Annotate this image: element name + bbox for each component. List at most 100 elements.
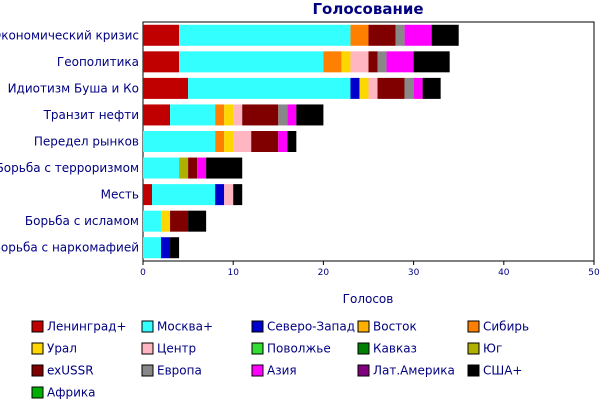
legend-swatch [357, 364, 370, 377]
legend-swatch [31, 342, 44, 355]
bar-segment-1-10 [368, 51, 378, 73]
bar-segment-6-0 [143, 184, 153, 206]
bar-segment-8-2 [161, 237, 171, 259]
x-tick-label: 20 [318, 268, 330, 278]
legend-swatch [467, 342, 480, 355]
bar-segment-5-12 [197, 157, 207, 179]
legend-swatch [251, 320, 264, 333]
bar-segment-8-1 [143, 237, 162, 259]
bar-segment-4-6 [233, 131, 252, 152]
bar-segment-2-12 [413, 77, 423, 99]
bar-segment-1-5 [341, 51, 351, 73]
bar-segment-4-12 [278, 131, 288, 152]
x-tick-label: 10 [227, 268, 239, 278]
bar-segment-1-0 [143, 51, 180, 73]
bar-segment-2-11 [404, 77, 414, 99]
legend-label: Урал [47, 342, 77, 356]
bar-segment-1-12 [386, 51, 414, 73]
x-axis-label: Голосов [343, 292, 394, 306]
category-label: Передел рынков [34, 135, 139, 149]
bar-segment-3-5 [224, 104, 234, 126]
bar-segment-2-2 [350, 77, 360, 99]
bar-segment-0-11 [395, 24, 405, 46]
legend-swatch [251, 342, 264, 355]
bar-segment-4-14 [287, 131, 297, 152]
bar-segment-6-1 [152, 184, 216, 206]
legend-label: Поволжье [267, 342, 331, 356]
x-tick-label: 0 [140, 268, 146, 278]
legend-swatch [31, 320, 44, 333]
bar-segment-0-4 [350, 24, 369, 46]
bar-segment-1-14 [413, 51, 450, 73]
bar-segment-2-5 [359, 77, 369, 99]
bar-segment-1-11 [377, 51, 387, 73]
category-label: Транзит нефти [43, 108, 139, 122]
bar-segment-2-1 [188, 77, 351, 99]
bar-segment-0-0 [143, 24, 180, 46]
x-tick-label: 40 [498, 268, 510, 278]
legend: Ленинград+ Москва+ Северо-Запад Восток Сибир… [31, 320, 529, 400]
bar-segment-3-10 [242, 104, 279, 126]
legend-label: Москва+ [157, 320, 213, 334]
legend-swatch [467, 364, 480, 377]
legend-swatch [141, 342, 154, 355]
bar-segment-3-6 [233, 104, 243, 126]
legend-label: Юг [483, 342, 502, 356]
legend-swatch [467, 320, 480, 333]
legend-label: Центр [157, 342, 196, 356]
legend-swatch [357, 342, 370, 355]
legend-label: Азия [267, 364, 297, 378]
category-label: Борьба с исламом [25, 214, 139, 228]
category-label: Идиотизм Буша и Ко [8, 81, 139, 95]
legend-label: Сибирь [483, 320, 529, 334]
bar-segment-6-6 [224, 184, 234, 206]
bar-segment-4-1 [143, 131, 216, 152]
legend-label: Кавказ [373, 342, 417, 356]
bar-segment-2-10 [377, 77, 405, 99]
bar-segment-7-10 [170, 210, 189, 232]
legend-swatch [141, 364, 154, 377]
bar-segment-1-6 [350, 51, 369, 73]
category-label: Геополитика [57, 55, 139, 69]
bar-segment-7-1 [143, 210, 162, 232]
bar-segment-5-10 [188, 157, 198, 179]
bar-segment-3-4 [215, 104, 225, 126]
legend-label: Ленинград+ [47, 320, 127, 334]
category-label: Экономический кризис [0, 28, 139, 42]
legend-label: Восток [373, 320, 417, 334]
legend-label: Лат.Америка [373, 364, 455, 378]
category-label: Борьба с наркомафией [0, 241, 139, 255]
bar-segment-5-14 [206, 157, 243, 179]
bar-segment-8-14 [170, 237, 180, 259]
legend-label: США+ [483, 364, 522, 378]
bar-segment-4-4 [215, 131, 225, 152]
legend-label: Северо-Запад [267, 320, 355, 334]
bar-segment-5-9 [179, 157, 189, 179]
bar-segment-2-6 [368, 77, 378, 99]
bar-segment-6-14 [233, 184, 243, 206]
bar-segment-3-14 [296, 104, 324, 126]
bar-segment-0-1 [179, 24, 351, 46]
bar-segment-1-4 [323, 51, 342, 73]
bar-segment-3-1 [170, 104, 216, 126]
chart-title: Голосование [312, 0, 423, 18]
bar-segment-7-14 [188, 210, 207, 232]
bar-segment-5-1 [143, 157, 180, 179]
category-label: Борьба с терроризмом [0, 161, 139, 175]
bar-segment-1-1 [179, 51, 324, 73]
bar-segment-4-10 [251, 131, 279, 152]
bar-segment-0-10 [368, 24, 396, 46]
legend-swatch [31, 386, 44, 399]
bar-segment-3-12 [287, 104, 297, 126]
bar-segment-2-14 [422, 77, 441, 99]
bar-segment-0-14 [431, 24, 459, 46]
bar-segment-2-0 [143, 77, 189, 99]
x-tick-label: 30 [408, 268, 420, 278]
legend-swatch [251, 364, 264, 377]
x-tick-label: 50 [588, 268, 600, 278]
bar-segment-3-11 [278, 104, 288, 126]
legend-swatch [357, 320, 370, 333]
bar-segment-4-5 [224, 131, 234, 152]
category-labels: Экономический кризис Геополитика Идиотизм … [0, 28, 139, 254]
